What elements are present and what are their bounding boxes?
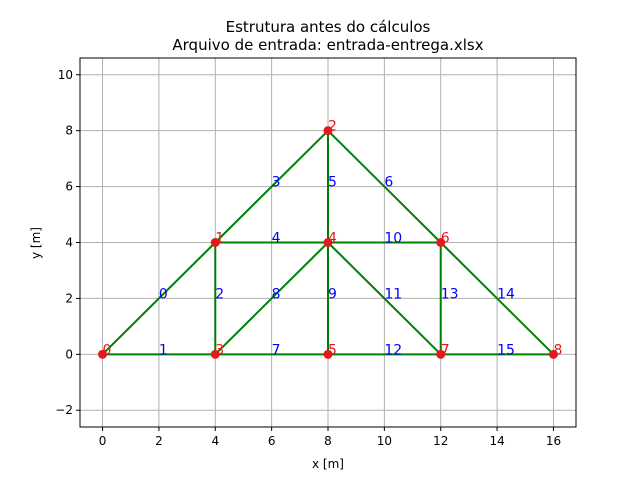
member-label-6: 6: [384, 175, 393, 191]
node-label-5: 5: [328, 342, 337, 358]
member-label-3: 3: [272, 175, 281, 191]
x-axis-ticks: 0 2 4 6 8 10 12 14 16: [99, 427, 561, 448]
chart-title: Estrutura antes do cálculos: [226, 18, 431, 36]
y-tick-label: −2: [55, 403, 73, 417]
node-point-4: [323, 238, 333, 247]
member-label-13: 13: [441, 286, 459, 302]
member-line-11: [327, 241, 442, 356]
x-tick-label: 4: [211, 434, 219, 448]
member-line-3: [214, 129, 329, 244]
member-line-0: [101, 241, 216, 356]
y-tick-label: 10: [58, 68, 73, 82]
node-label-8: 8: [553, 342, 562, 358]
member-label-2: 2: [215, 286, 224, 302]
member-line-6: [327, 129, 442, 244]
node-label-3: 3: [215, 342, 224, 358]
x-axis-label: x [m]: [312, 457, 344, 471]
truss-members: [101, 129, 555, 356]
node-point-5: [323, 349, 333, 359]
member-label-10: 10: [384, 231, 402, 247]
node-point-8: [548, 349, 558, 359]
node-point-2: [323, 126, 333, 136]
chart-subtitle: Arquivo de entrada: entrada-entrega.xlsx: [172, 36, 483, 54]
member-label-9: 9: [328, 286, 337, 302]
member-label-1: 1: [159, 342, 168, 358]
y-tick-label: 0: [65, 347, 73, 361]
member-label-0: 0: [159, 286, 168, 302]
member-label-15: 15: [497, 342, 515, 358]
x-tick-label: 8: [324, 434, 332, 448]
truss-nodes: [98, 126, 558, 359]
node-point-0: [98, 349, 108, 359]
node-label-6: 6: [441, 231, 450, 247]
y-axis-label: y [m]: [29, 227, 43, 259]
member-label-7: 7: [272, 342, 281, 358]
x-tick-label: 12: [433, 434, 448, 448]
node-point-7: [436, 349, 446, 359]
member-label-14: 14: [497, 286, 515, 302]
y-tick-label: 4: [65, 236, 73, 250]
x-tick-label: 16: [546, 434, 561, 448]
y-axis-ticks: −2 0 2 4 6 8 10: [55, 68, 80, 417]
x-tick-label: 10: [377, 434, 392, 448]
node-label-1: 1: [215, 231, 224, 247]
y-tick-label: 6: [65, 180, 73, 194]
member-line-14: [440, 241, 555, 356]
member-line-8: [214, 241, 329, 356]
node-label-2: 2: [328, 119, 337, 135]
x-tick-label: 0: [99, 434, 107, 448]
x-tick-label: 6: [268, 434, 276, 448]
node-point-3: [210, 349, 220, 359]
y-tick-label: 2: [65, 291, 73, 305]
member-label-12: 12: [384, 342, 402, 358]
node-point-1: [210, 238, 220, 247]
member-label-5: 5: [328, 175, 337, 191]
y-tick-label: 8: [65, 124, 73, 138]
member-label-8: 8: [272, 286, 281, 302]
x-tick-label: 14: [489, 434, 504, 448]
node-label-7: 7: [441, 342, 450, 358]
node-label-0: 0: [103, 342, 112, 358]
node-point-6: [436, 238, 446, 247]
x-tick-label: 2: [155, 434, 163, 448]
node-label-4: 4: [328, 231, 337, 247]
member-label-4: 4: [272, 231, 281, 247]
member-label-11: 11: [384, 286, 402, 302]
